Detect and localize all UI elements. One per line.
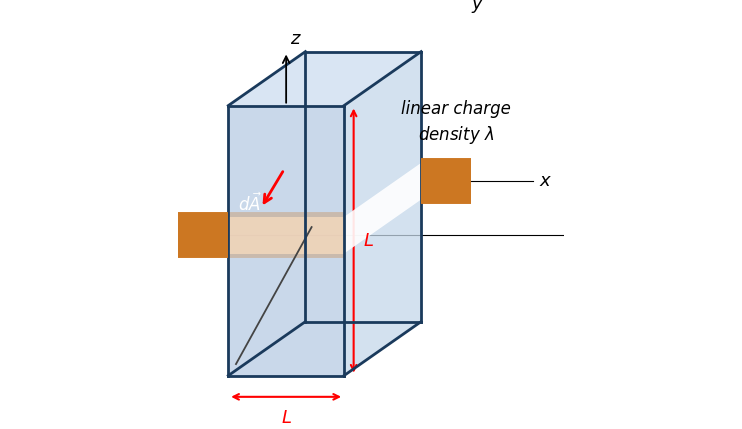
Text: linear charge
density $\lambda$: linear charge density $\lambda$ — [401, 100, 510, 146]
Text: $x$: $x$ — [539, 172, 552, 190]
Text: $L$: $L$ — [364, 232, 374, 250]
Text: $y$: $y$ — [471, 0, 485, 15]
Text: $z$: $z$ — [290, 30, 302, 48]
Text: $L$: $L$ — [280, 409, 292, 427]
Polygon shape — [229, 217, 344, 254]
Polygon shape — [344, 163, 421, 254]
Text: $d\vec{A}$: $d\vec{A}$ — [238, 193, 262, 215]
Polygon shape — [344, 51, 421, 376]
Polygon shape — [229, 106, 344, 376]
Polygon shape — [229, 51, 421, 106]
